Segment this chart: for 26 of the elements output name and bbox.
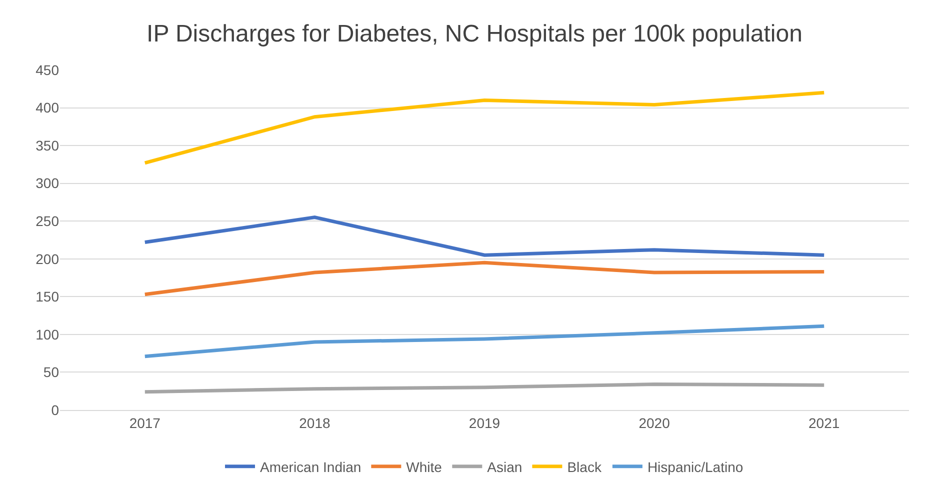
line-series [143,324,826,358]
y-tick-label: 0 [51,402,60,418]
legend-label: Black [567,458,602,475]
line-series [143,260,826,296]
y-tick-label: 250 [36,213,60,230]
line-series [143,382,826,394]
legend-label: White [406,458,442,475]
y-tick-label: 400 [36,100,60,116]
y-tick-label: 300 [36,175,60,192]
x-tick-label: 2021 [808,414,840,431]
y-tick-label: 50 [43,364,60,380]
x-tick-label: 2019 [468,414,500,431]
y-tick-label: 350 [36,137,60,154]
legend-label: American Indian [260,458,362,475]
line-series [143,216,826,257]
y-tick-label: 450 [36,62,60,78]
y-tick-label: 100 [36,326,60,342]
x-tick-label: 2017 [129,414,161,431]
x-tick-label: 2018 [299,414,330,431]
legend-label: Asian [487,458,522,475]
line-series [143,90,826,165]
legend-label: Hispanic/Latino [647,458,744,475]
chart-title: IP Discharges for Diabetes, NC Hospitals per 100k population [146,20,802,48]
x-tick-label: 2020 [638,414,670,431]
y-tick-label: 200 [36,250,60,267]
y-tick-label: 150 [36,288,60,305]
